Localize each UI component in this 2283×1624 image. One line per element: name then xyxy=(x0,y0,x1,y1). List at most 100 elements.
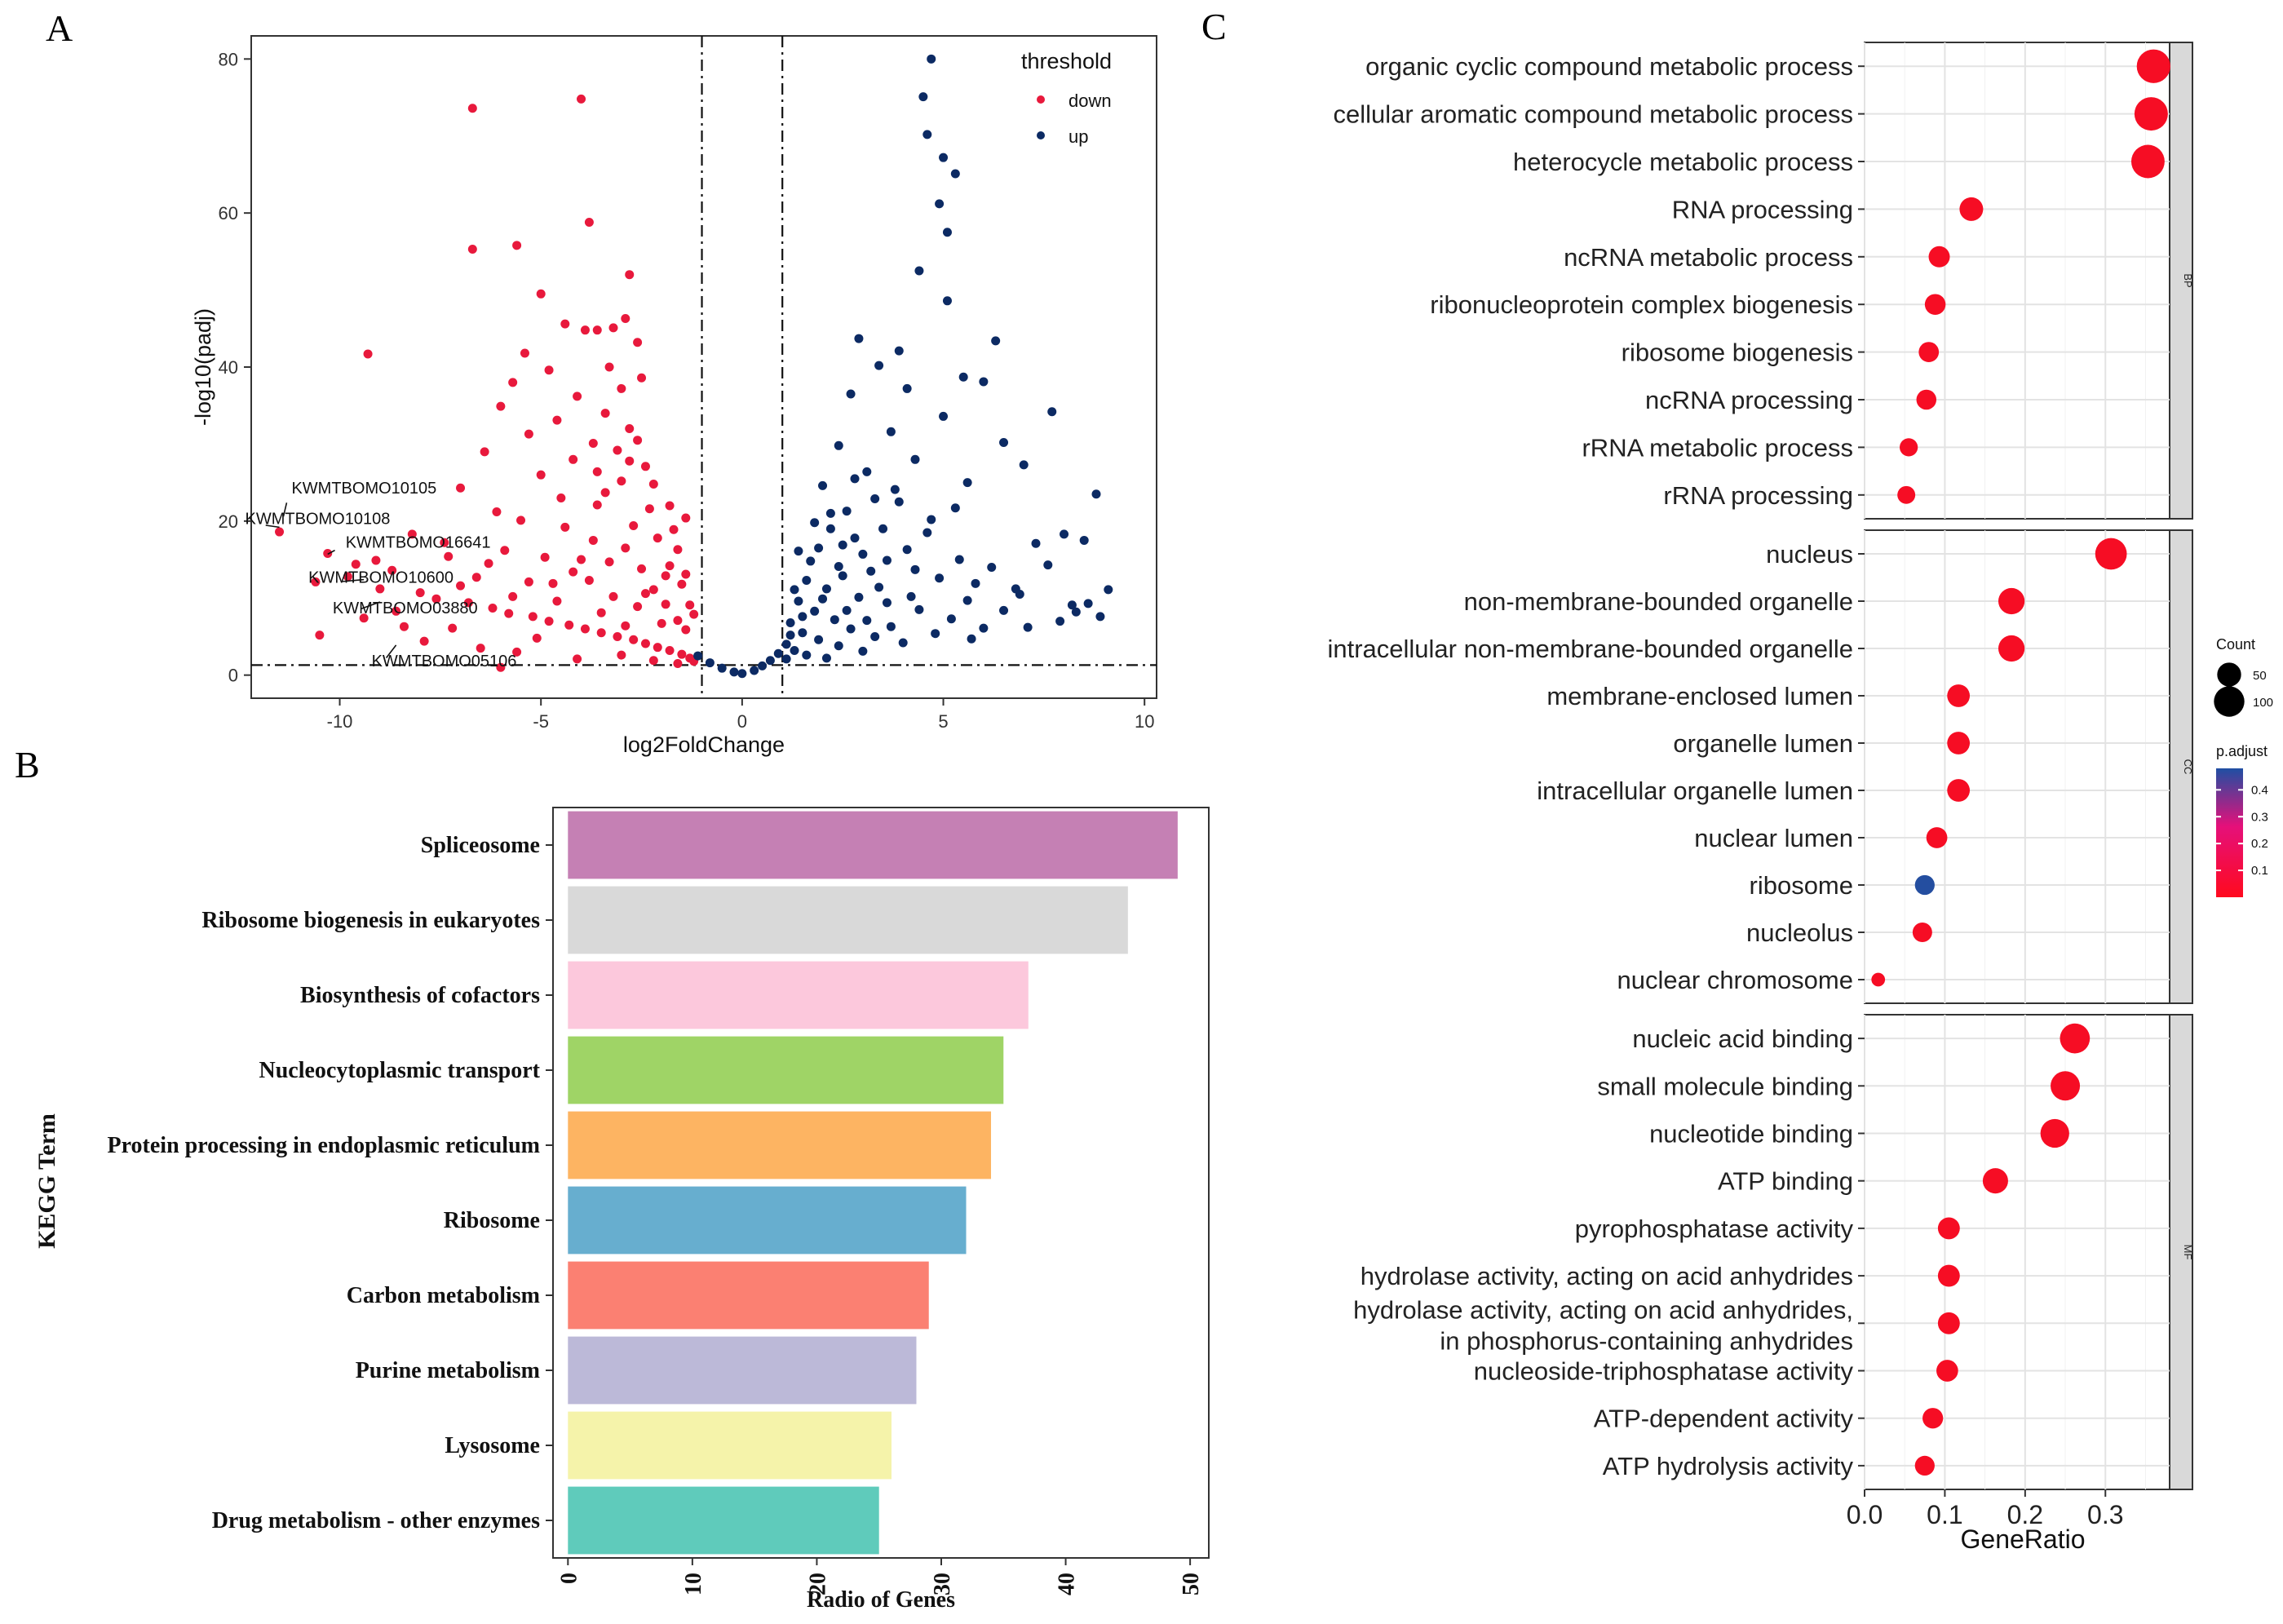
go-term-label: ATP hydrolysis activity xyxy=(1603,1452,1854,1480)
volcano-point-down xyxy=(508,591,518,601)
volcano-point-down xyxy=(665,645,675,655)
volcano-point-down xyxy=(621,621,630,631)
volcano-point-up xyxy=(765,656,775,666)
volcano-point-down xyxy=(608,323,618,333)
volcano-point-down xyxy=(596,608,606,617)
go-term-label: ATP binding xyxy=(1718,1167,1853,1196)
go-term-label: ribosome xyxy=(1750,871,1854,900)
volcano-point-up xyxy=(830,615,839,625)
volcano-point-down xyxy=(480,447,489,457)
volcano-point-down xyxy=(588,535,598,545)
volcano-point-down xyxy=(471,573,481,582)
volcano-point-up xyxy=(825,524,835,533)
volcano-label-leader xyxy=(385,644,397,658)
volcano-point-up xyxy=(870,493,880,503)
volcano-point-up xyxy=(834,562,843,572)
go-colorbar-tick-label: 0.2 xyxy=(2251,837,2268,851)
volcano-point-up xyxy=(967,634,976,644)
go-legend-padjust-title: p.adjust xyxy=(2216,743,2268,759)
go-x-tick-label: 0.1 xyxy=(1927,1500,1962,1529)
volcano-label-leader xyxy=(361,601,381,610)
volcano-point-up xyxy=(750,666,759,675)
go-facet-panel xyxy=(1864,1014,2170,1490)
volcano-point-down xyxy=(648,585,658,595)
volcano-label-leader xyxy=(265,524,280,529)
volcano-point-up xyxy=(886,427,896,436)
volcano-label-leader xyxy=(282,502,288,517)
volcano-point-down xyxy=(484,559,493,569)
go-x-tick-label: 0.3 xyxy=(2087,1500,2123,1529)
volcano-point-down xyxy=(613,631,622,641)
volcano-point-down xyxy=(392,606,401,616)
volcano-point-up xyxy=(942,228,952,237)
volcano-point-up xyxy=(850,474,860,484)
kegg-bar-chart: Spliceosome Ribosome biogenesis in eukary… xyxy=(33,807,1210,1613)
volcano-point-up xyxy=(927,515,936,524)
go-facets: BP organic cyclic compound metabolic proc… xyxy=(1327,42,2194,1490)
volcano-legend: threshold down up xyxy=(1021,49,1112,147)
volcano-point-up xyxy=(846,624,856,634)
volcano-point-down xyxy=(584,576,594,586)
go-dot xyxy=(2134,97,2168,131)
panel-label-a: A xyxy=(46,7,73,49)
volcano-point-down xyxy=(500,546,510,555)
volcano-point-down xyxy=(569,567,578,577)
volcano-point-down xyxy=(407,529,417,539)
volcano-point-up xyxy=(1071,607,1081,617)
volcano-point-up xyxy=(890,485,900,494)
kegg-term-label: Carbon metabolism xyxy=(347,1283,540,1308)
volcano-point-down xyxy=(580,624,590,634)
go-term-label: non-membrane-bounded organelle xyxy=(1464,587,1853,616)
volcano-point-down xyxy=(524,429,533,439)
kegg-bars: Spliceosome Ribosome biogenesis in eukary… xyxy=(108,811,1178,1555)
volcano-point-down xyxy=(625,424,635,434)
volcano-points xyxy=(275,54,1113,679)
go-term-label: intracellular non-membrane-bounded organ… xyxy=(1327,635,1853,663)
volcano-point-down xyxy=(673,545,683,555)
volcano-point-down xyxy=(315,631,325,640)
volcano-point-up xyxy=(931,629,940,639)
volcano-point-down xyxy=(681,513,691,523)
go-dot xyxy=(1982,1168,2008,1194)
volcano-point-down xyxy=(504,608,514,618)
kegg-term-label: Nucleocytoplasmic transport xyxy=(259,1058,540,1083)
volcano-point-down xyxy=(644,504,654,514)
volcano-label-leader xyxy=(341,578,365,582)
volcano-point-down xyxy=(633,338,643,347)
volcano-point-down xyxy=(617,383,626,393)
go-term-label: nucleus xyxy=(1766,540,1853,569)
kegg-term-label: Purine metabolism xyxy=(356,1358,540,1383)
volcano-x-tick-label: 0 xyxy=(737,711,747,732)
kegg-y-axis-title: KEGG Term xyxy=(33,1113,60,1249)
volcano-point-down xyxy=(560,522,570,532)
go-dot xyxy=(1897,485,1916,504)
volcano-point-up xyxy=(962,478,972,488)
volcano-point-up xyxy=(737,669,747,679)
volcano-legend-title: threshold xyxy=(1021,49,1112,73)
volcano-point-down xyxy=(569,454,578,464)
volcano-point-down xyxy=(363,349,373,359)
go-term-label: nuclear chromosome xyxy=(1617,966,1853,994)
volcano-point-down xyxy=(577,94,586,104)
volcano-point-down xyxy=(540,552,550,562)
volcano-point-up xyxy=(935,573,945,583)
volcano-point-up xyxy=(894,346,904,356)
volcano-point-down xyxy=(520,348,529,358)
kegg-bar xyxy=(568,1036,1004,1104)
volcano-point-down xyxy=(463,598,473,608)
volcano-point-down xyxy=(440,538,449,547)
volcano-point-up xyxy=(802,650,812,660)
go-term-label: organic cyclic compound metabolic proces… xyxy=(1365,52,1853,81)
volcano-point-up xyxy=(785,617,795,627)
go-x-tick-label: 0.0 xyxy=(1847,1500,1883,1529)
volcano-point-down xyxy=(311,577,321,586)
kegg-term-label: Biosynthesis of cofactors xyxy=(300,983,540,1008)
volcano-point-up xyxy=(862,467,872,476)
go-dot xyxy=(1947,732,1971,754)
volcano-point-up xyxy=(1104,585,1113,595)
volcano-gene-labels: KWMTBOMO10105 KWMTBOMO10108 KWMTBOMO16641 K… xyxy=(246,480,517,670)
go-term-label: ncRNA processing xyxy=(1645,386,1853,414)
volcano-point-down xyxy=(617,476,626,486)
go-dot xyxy=(2060,1023,2091,1054)
